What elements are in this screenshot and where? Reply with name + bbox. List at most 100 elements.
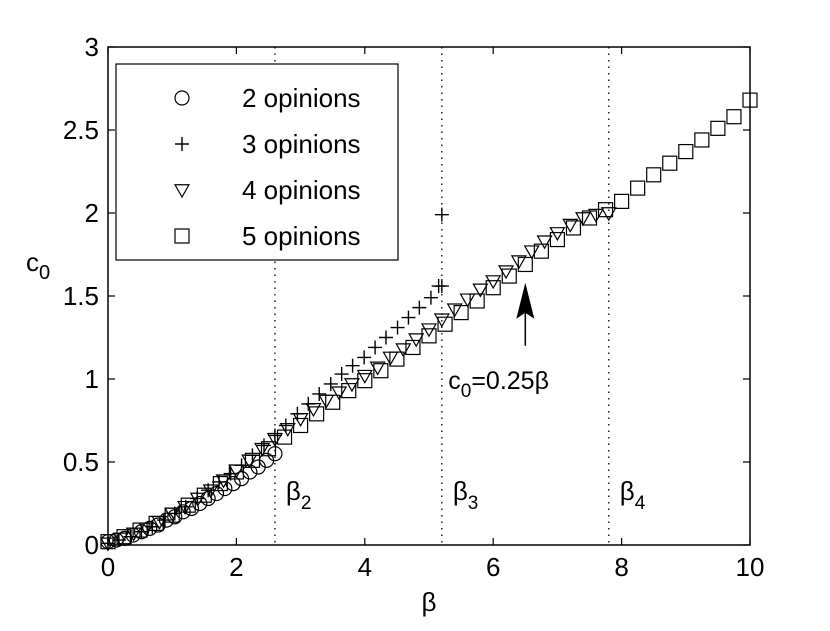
legend: 2 opinions 3 opinions 4 opinions 5 opinions: [115, 63, 399, 261]
x-axis-label: β: [422, 587, 437, 617]
data-point: [212, 474, 227, 489]
y-axis-label-subscript: 0: [39, 262, 50, 284]
data-point: [356, 369, 373, 384]
data-point: [437, 316, 453, 332]
data-point: [164, 507, 180, 523]
data-point: [132, 522, 148, 538]
legend-marker-plus: [175, 137, 189, 151]
data-point: [565, 220, 582, 236]
data-point: [453, 305, 469, 321]
reference-lines: β2 β3 β4: [274, 47, 646, 545]
data-point: [373, 363, 389, 379]
data-point: [395, 343, 412, 358]
annotation-arrow-head: [516, 282, 535, 319]
legend-label: 3 opinions: [242, 129, 361, 159]
x-tick-label: 0: [101, 552, 115, 582]
data-point: [501, 268, 517, 284]
y-tick-label: 1: [85, 364, 99, 394]
data-point: [523, 245, 540, 260]
legend-box: [115, 63, 399, 261]
reference-line-label: β2: [286, 476, 312, 514]
data-point: [485, 280, 501, 296]
reference-line-label: β3: [453, 476, 479, 514]
data-point: [345, 358, 360, 373]
y-tick-label: 2: [85, 198, 99, 228]
data-point: [678, 143, 694, 160]
legend-marker-triangle-down: [173, 184, 191, 199]
data-point: [312, 386, 327, 401]
data-point: [260, 441, 277, 457]
y-axis-label: c0: [26, 247, 50, 284]
data-point: [517, 256, 533, 273]
data-point: [459, 293, 476, 308]
data-point: [423, 290, 438, 305]
data-point: [694, 132, 710, 148]
data-point: [469, 293, 485, 309]
data-point: [100, 534, 116, 550]
data-point: [223, 466, 238, 481]
data-point: [662, 155, 678, 171]
data-point: [597, 202, 614, 218]
data-point: [446, 303, 463, 318]
data-point: [412, 300, 427, 315]
data-point: [293, 417, 309, 434]
data-point: [357, 350, 372, 365]
data-point: [581, 210, 598, 226]
series-triangle-down: [99, 207, 617, 552]
data-point: [276, 429, 293, 445]
data-point: [536, 235, 553, 250]
data-point: [472, 283, 489, 298]
data-point: [378, 330, 393, 345]
data-series: [99, 92, 758, 552]
data-point: [401, 310, 416, 325]
data-point: [549, 227, 566, 242]
data-point: [420, 323, 438, 338]
data-point: [389, 351, 405, 367]
data-point: [390, 320, 405, 335]
data-point: [117, 530, 133, 546]
y-tick-label: 2.5: [63, 115, 99, 145]
data-point: [325, 394, 341, 410]
data-point-outlier: [431, 279, 446, 294]
y-tick-label: 3: [85, 32, 99, 62]
data-point: [266, 432, 283, 447]
legend-label: 5 opinions: [242, 221, 361, 251]
data-point: [180, 497, 196, 513]
data-point: [630, 180, 646, 196]
legend-label: 4 opinions: [242, 175, 361, 205]
data-point: [613, 193, 630, 209]
data-point: [421, 328, 437, 344]
data-point: [357, 373, 373, 389]
legend-marker-circle: [174, 90, 190, 106]
y-tick-label: 0.5: [63, 447, 99, 477]
legend-label: 2 opinions: [242, 83, 361, 113]
x-tick-label: 2: [229, 552, 243, 582]
data-point: [267, 428, 282, 443]
x-tick-label: 10: [736, 552, 765, 582]
data-point: [192, 495, 208, 512]
data-point: [742, 92, 758, 108]
data-point: [533, 243, 549, 259]
y-tick-label: 0: [85, 530, 99, 560]
data-point: [587, 208, 604, 223]
data-point: [341, 383, 357, 399]
series-square: [100, 92, 758, 550]
x-tick-label: 8: [614, 552, 628, 582]
data-point: [331, 386, 348, 401]
data-point: [150, 517, 166, 533]
data-point: [212, 475, 228, 492]
legend-marker-square: [174, 228, 190, 244]
annotation: c0=0.25β: [448, 282, 549, 402]
y-axis: 0 0.5 1 1.5 2 2.5 3: [63, 32, 750, 560]
data-point: [405, 339, 421, 356]
data-point: [646, 167, 662, 183]
data-point: [726, 109, 742, 125]
data-point: [244, 452, 261, 468]
data-point: [196, 487, 212, 503]
data-point: [334, 367, 349, 382]
data-point: [292, 412, 309, 428]
y-tick-label: 1.5: [63, 281, 99, 311]
reference-line-label: β4: [620, 476, 646, 514]
data-point: [257, 438, 272, 453]
